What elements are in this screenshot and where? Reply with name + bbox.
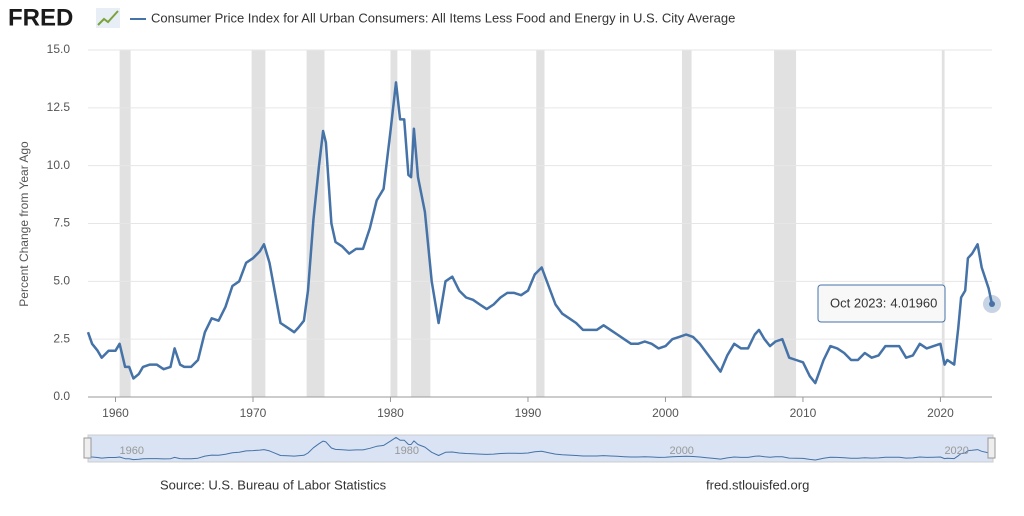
navigator-tick-label: 1960 (119, 445, 143, 457)
y-tick-label: 15.0 (47, 42, 71, 56)
x-tick-label: 2010 (790, 406, 817, 420)
tooltip-value: 4.01960 (890, 296, 937, 311)
navigator-handle[interactable] (83, 437, 92, 459)
logo: FRED (8, 4, 120, 31)
navigator-tick-label: 2020 (944, 445, 968, 457)
logo-text: FRED (8, 4, 73, 31)
navigator-tick-label: 2000 (669, 445, 693, 457)
highlight-point (989, 301, 995, 308)
y-tick-label: 12.5 (47, 100, 71, 114)
legend-label: Consumer Price Index for All Urban Consu… (151, 10, 735, 25)
x-tick-label: 2020 (927, 406, 954, 420)
navigator-tick-label: 1980 (394, 445, 418, 457)
y-tick-label: 2.5 (53, 331, 70, 345)
x-tick-label: 2000 (652, 406, 679, 420)
x-tick-label: 1990 (515, 406, 542, 420)
y-tick-label: 7.5 (53, 216, 70, 230)
x-tick-label: 1970 (240, 406, 267, 420)
navigator-line (87, 436, 993, 461)
y-tick-label: 5.0 (53, 274, 70, 288)
tooltip-box (817, 284, 946, 323)
logo-icon (97, 10, 119, 26)
tooltip-label: Oct 2023: (830, 296, 886, 311)
navigator-handle[interactable] (987, 437, 996, 459)
x-tick-label: 1980 (377, 406, 404, 420)
y-tick-label: 0.0 (53, 389, 70, 403)
y-axis-label: Percent Change from Year Ago (17, 141, 31, 307)
y-tick-label: 10.0 (47, 158, 71, 172)
source: Source: U.S. Bureau of Labor Statistics (160, 477, 387, 492)
x-tick-label: 1960 (102, 406, 129, 420)
series-line (86, 81, 994, 385)
tooltip-text: Oct 2023: 4.01960 (830, 296, 937, 311)
logo-icon (96, 8, 120, 28)
site: fred.stlouisfed.org (706, 477, 809, 492)
